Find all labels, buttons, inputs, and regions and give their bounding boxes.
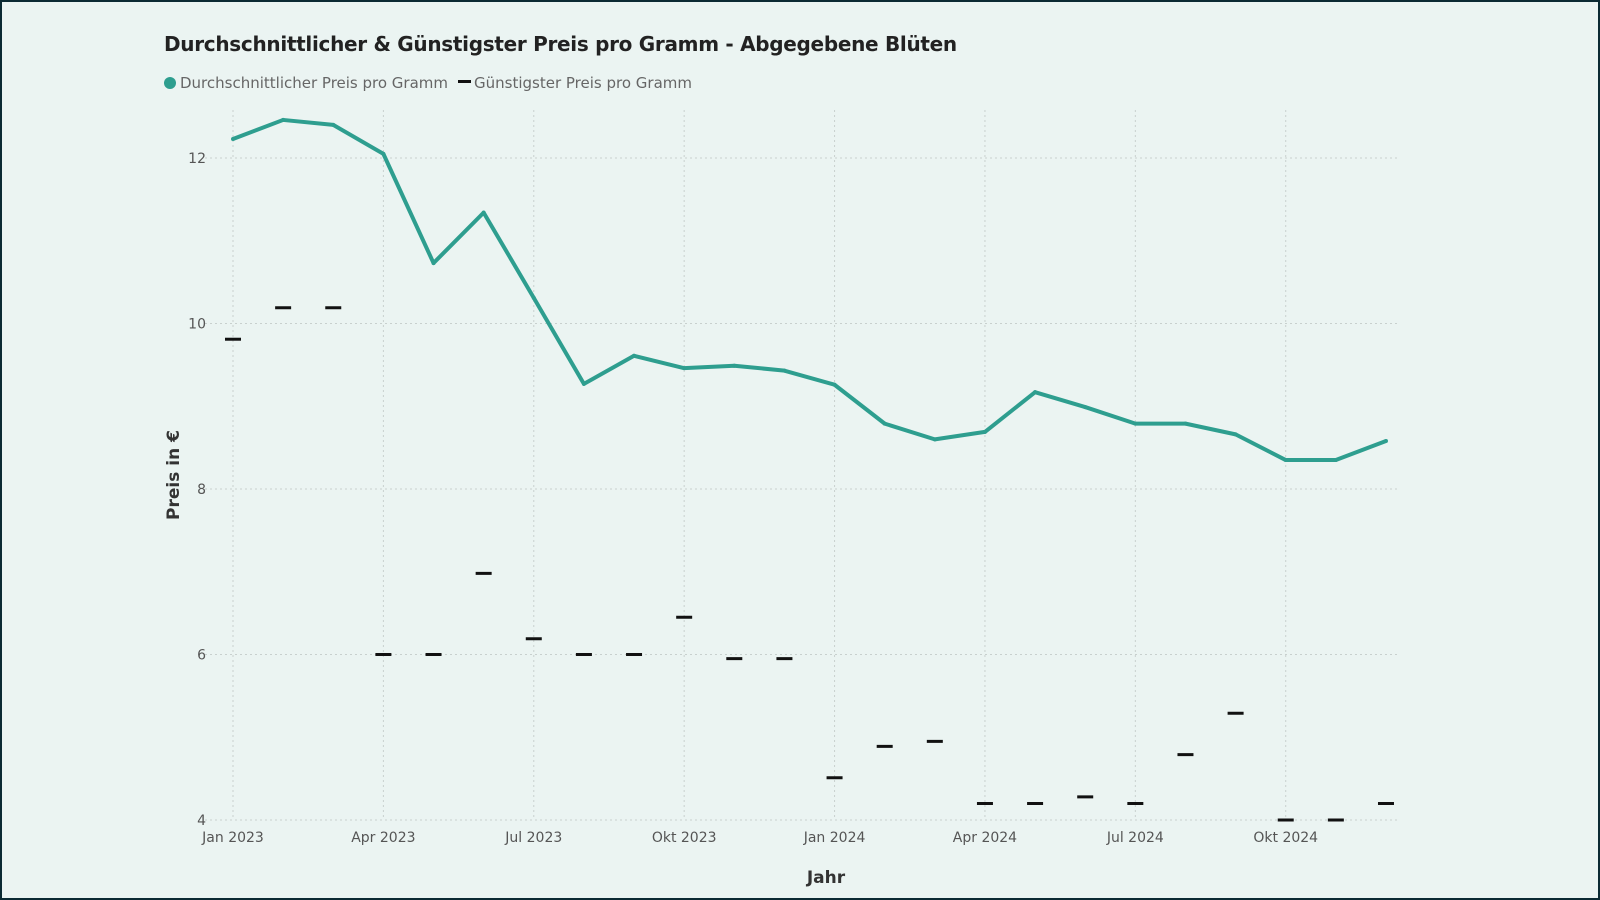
avg-price-point <box>1283 458 1288 463</box>
legend-min-label[interactable]: Günstigster Preis pro Gramm <box>474 74 693 92</box>
avg-price-point <box>982 429 987 434</box>
avg-price-point <box>1183 421 1188 426</box>
legend-avg-marker <box>164 77 176 89</box>
x-tick-label: Jul 2023 <box>504 830 562 846</box>
avg-price-point <box>1333 458 1338 463</box>
avg-price-point <box>331 122 336 127</box>
avg-price-point <box>281 117 286 122</box>
legend-avg-label[interactable]: Durchschnittlicher Preis pro Gramm <box>180 74 449 92</box>
avg-price-point <box>682 366 687 371</box>
x-tick-label: Okt 2023 <box>652 830 717 846</box>
chart-title: Durchschnittlicher & Günstigster Preis p… <box>164 32 957 56</box>
x-tick-label: Okt 2024 <box>1253 830 1318 846</box>
x-tick-label: Apr 2024 <box>953 830 1017 846</box>
y-tick-label: 12 <box>188 151 206 167</box>
avg-price-point <box>1383 439 1388 444</box>
avg-price-point <box>531 295 536 300</box>
y-axis-title: Preis in € <box>164 430 184 520</box>
x-tick-label: Apr 2023 <box>351 830 415 846</box>
avg-price-point <box>481 210 486 215</box>
avg-price-point <box>1233 432 1238 437</box>
avg-price-point <box>882 421 887 426</box>
avg-price-line <box>232 117 1387 463</box>
y-tick-label: 8 <box>197 482 206 498</box>
x-axis-title: Jahr <box>806 868 846 888</box>
y-tick-label: 4 <box>197 813 206 829</box>
avg-price-point <box>732 363 737 368</box>
avg-price-point <box>581 381 586 386</box>
x-tick-label: Jan 2024 <box>803 830 866 846</box>
avg-price-point <box>231 136 235 141</box>
avg-price-point <box>431 261 436 266</box>
avg-price-point <box>1083 405 1088 410</box>
avg-price-point <box>381 151 386 156</box>
x-tick-label: Jul 2024 <box>1106 830 1164 846</box>
legend-min-marker <box>458 79 472 83</box>
avg-price-point <box>832 382 837 387</box>
legend: Durchschnittlicher Preis pro Gramm Günst… <box>164 74 692 92</box>
avg-price-point <box>1033 390 1038 395</box>
y-tick-label: 6 <box>197 648 206 664</box>
avg-price-point <box>932 437 937 442</box>
avg-price-point <box>1133 421 1138 426</box>
y-tick-label: 10 <box>188 317 206 333</box>
avg-price-point <box>632 353 637 358</box>
x-tick-label: Jan 2023 <box>201 830 264 846</box>
avg-price-point <box>782 368 787 373</box>
